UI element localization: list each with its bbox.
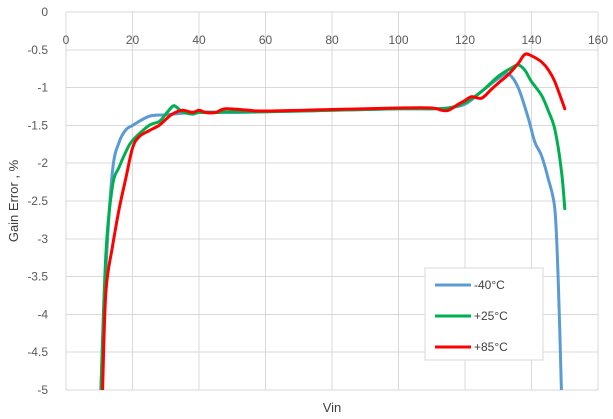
legend-label-0: -40°C <box>474 278 505 292</box>
y-tick-label: -2.5 <box>27 194 48 208</box>
x-tick-label: 120 <box>455 33 475 47</box>
y-axis-title: Gain Error , % <box>6 159 21 242</box>
x-tick-label: 40 <box>192 33 206 47</box>
x-tick-label: 160 <box>588 33 608 47</box>
y-tick-label: -3.5 <box>27 270 48 284</box>
x-tick-label: 80 <box>325 33 339 47</box>
legend: -40°C +25°C +85°C <box>424 267 544 361</box>
y-tick-label: -4.5 <box>27 345 48 359</box>
y-tick-label: -1.5 <box>27 118 48 132</box>
y-tick-label: -4 <box>37 307 48 321</box>
series-line-2 <box>101 52 567 390</box>
legend-label-1: +25°C <box>474 309 508 323</box>
tick-labels: 0 -0.5 -1 -1.5 -2 -2.5 -3 -3.5 -4 -4.5 -5 0 20 40 60 80… <box>27 5 608 397</box>
y-tick-label: -0.5 <box>27 43 48 57</box>
series-lines <box>99 52 567 390</box>
y-tick-label: -1 <box>37 81 48 95</box>
y-tick-label: -5 <box>37 383 48 397</box>
x-tick-label: 20 <box>126 33 140 47</box>
x-tick-label: 0 <box>63 33 70 47</box>
x-axis-title: Vin <box>323 400 342 415</box>
y-tick-label: -3 <box>37 232 48 246</box>
legend-label-2: +85°C <box>474 340 508 354</box>
y-tick-label: -2 <box>37 156 48 170</box>
x-tick-label: 100 <box>388 33 408 47</box>
legend-box <box>424 267 544 361</box>
y-tick-label: 0 <box>41 5 48 19</box>
x-tick-label: 60 <box>259 33 273 47</box>
x-tick-label: 140 <box>521 33 541 47</box>
